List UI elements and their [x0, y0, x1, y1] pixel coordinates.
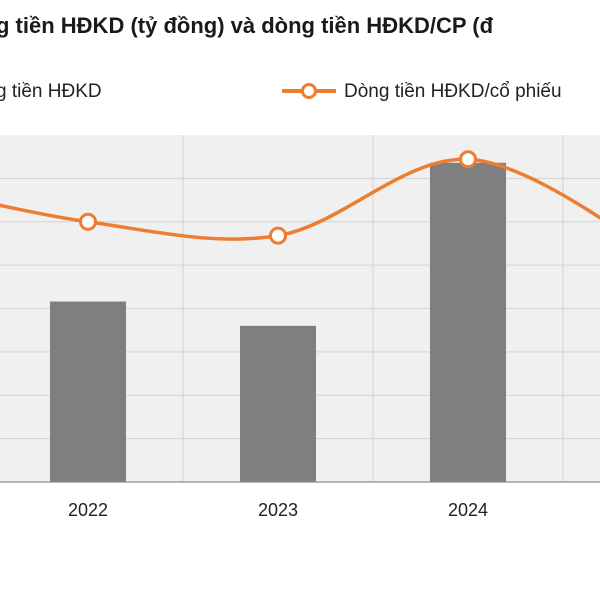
x-tick-label: 2023: [258, 500, 298, 520]
legend-label-cash-flow: g tiền HĐKD: [0, 81, 102, 102]
bar: [50, 301, 126, 482]
plot-area: 2022 2023 2024: [0, 135, 600, 520]
x-tick-label: 2022: [68, 500, 108, 520]
legend: g tiền HĐKD Dòng tiền HĐKD/cổ phiếu: [0, 81, 562, 102]
x-tick-label: 2024: [448, 500, 488, 520]
legend-label-cash-flow-per-share: Dòng tiền HĐKD/cổ phiếu: [344, 81, 562, 102]
chart-title: g tiền HĐKD (tỷ đồng) và dòng tiền HĐKD/…: [0, 13, 494, 38]
bar: [240, 325, 316, 482]
legend-marker-swatch: [301, 83, 317, 99]
bar: [430, 162, 506, 482]
line-marker: [79, 212, 97, 231]
line-marker: [459, 150, 477, 169]
line-marker: [269, 226, 287, 245]
